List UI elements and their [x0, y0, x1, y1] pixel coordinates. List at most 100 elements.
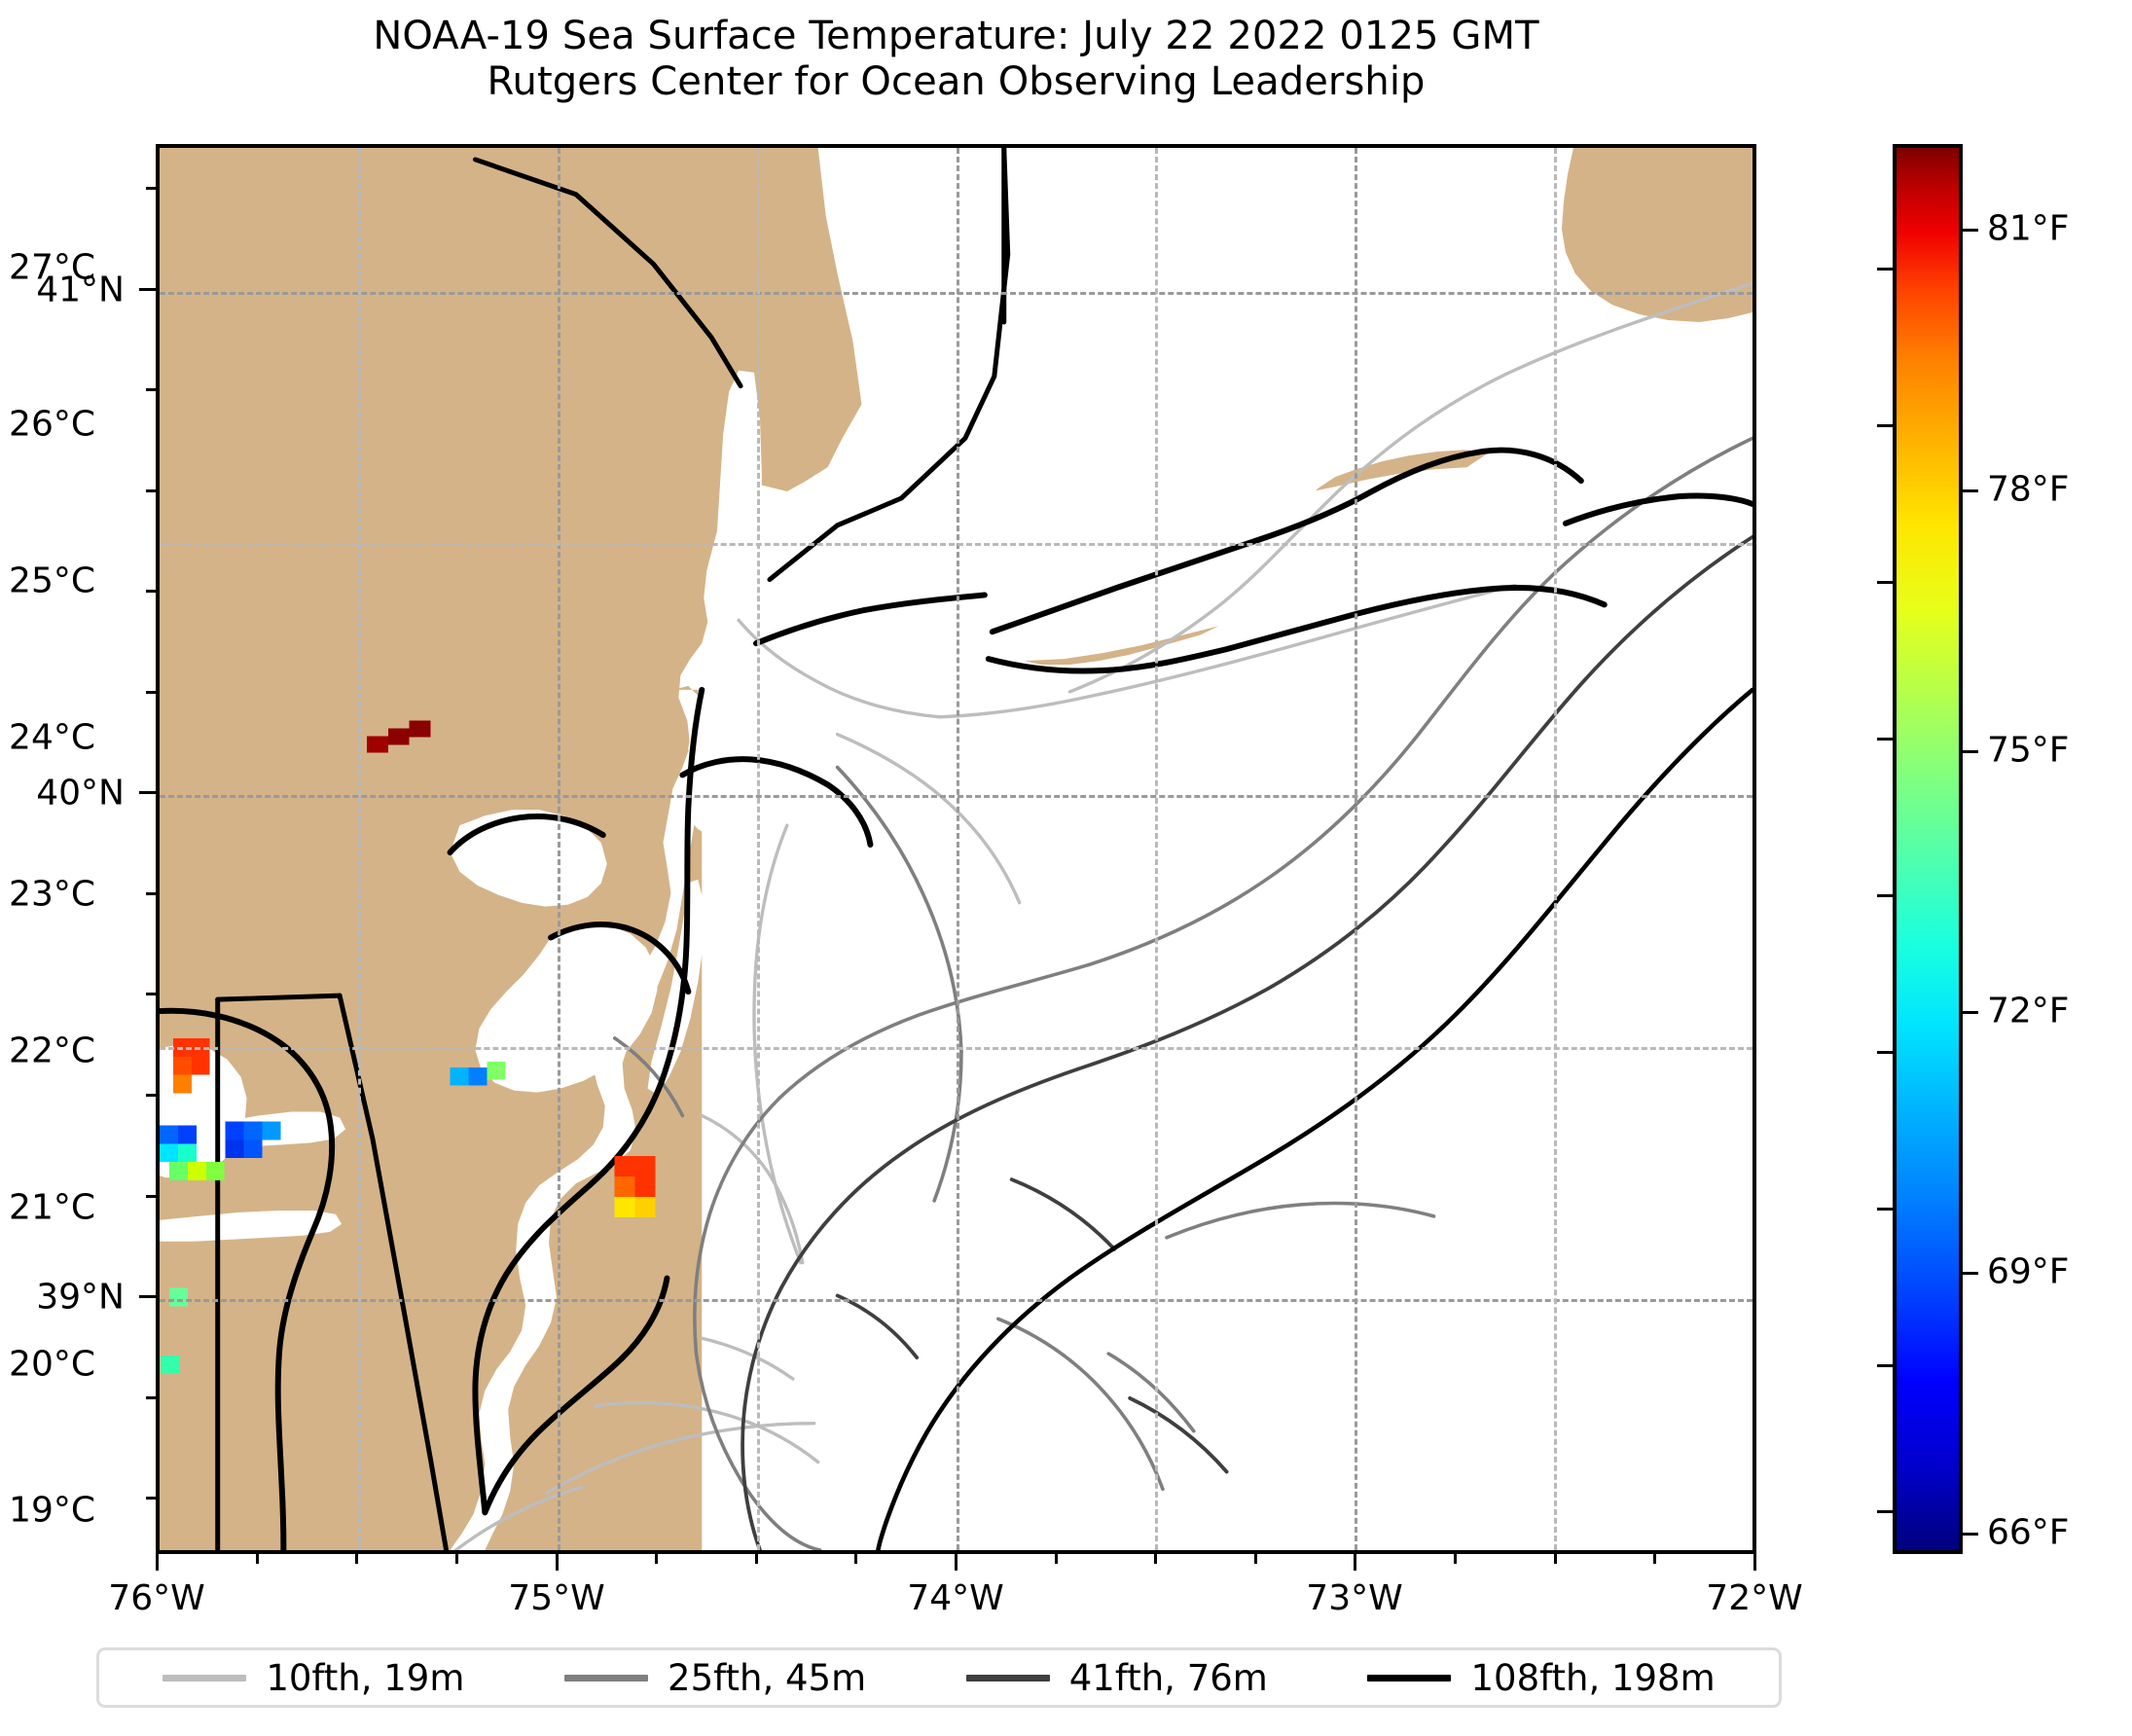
gridline-lon-72-5	[1554, 148, 1557, 1550]
land-ne-corner	[1561, 148, 1753, 323]
legend-item-10fth[interactable]: 10fth, 19m	[163, 1657, 464, 1699]
chart-title: NOAA-19 Sea Surface Temperature: July 22…	[0, 14, 1912, 105]
x-tick-minor-12	[1653, 1554, 1656, 1564]
cb-tick-c-26	[1877, 424, 1893, 427]
x-tick-76w	[156, 1554, 159, 1571]
legend-swatch-108fth	[1367, 1674, 1452, 1682]
legend-item-25fth[interactable]: 25fth, 45m	[564, 1657, 866, 1699]
water-delaware-bay	[475, 923, 658, 1093]
gridline-lat-38-75	[160, 1550, 1753, 1553]
x-tick-label-1: 75°W	[508, 1578, 605, 1618]
cb-label-c-19: 19°C	[9, 1490, 95, 1531]
water-long-island-sound	[757, 467, 1577, 662]
bathymetry-41fth	[741, 534, 1753, 1550]
y-tick-minor-2	[146, 388, 156, 391]
cb-tick-c-27	[1877, 268, 1893, 271]
x-tick-minor-9	[1254, 1554, 1257, 1564]
sst-pixels-delaware-river	[366, 720, 431, 753]
y-tick-label-1: 40°N	[36, 773, 125, 814]
x-tick-73w	[1354, 1554, 1356, 1571]
cb-label-c-24: 24°C	[9, 717, 95, 758]
cb-label-c-25: 25°C	[9, 561, 95, 601]
legend-label-108fth: 108fth, 198m	[1470, 1656, 1716, 1699]
gridline-lon-73-5	[1155, 148, 1158, 1550]
cb-label-f-69: 69°F	[1987, 1251, 2070, 1292]
y-tick-minor-4	[146, 590, 156, 593]
cb-tick-c-20	[1877, 1364, 1893, 1367]
y-tick-minor-8	[146, 1094, 156, 1097]
legend-swatch-25fth	[564, 1674, 649, 1682]
y-tick-39n	[139, 1295, 156, 1298]
y-tick-minor-5	[146, 691, 156, 694]
gridline-lat-39-5	[160, 1047, 1753, 1050]
cb-label-c-22: 22°C	[9, 1031, 95, 1071]
colorbar[interactable]	[1877, 144, 1978, 1554]
y-tick-label-0: 41°N	[36, 270, 125, 310]
x-tick-minor-7	[1055, 1554, 1058, 1564]
cb-label-c-26: 26°C	[9, 404, 95, 445]
cb-tick-c-22	[1877, 1051, 1893, 1054]
cb-tick-c-19	[1877, 1510, 1893, 1513]
legend-item-41fth[interactable]: 41fth, 76m	[965, 1656, 1268, 1699]
legend-swatch-41fth	[965, 1674, 1050, 1682]
title-line-2: Rutgers Center for Ocean Observing Leade…	[487, 59, 1426, 105]
cb-label-f-75: 75°F	[1987, 730, 2070, 771]
y-tick-minor-10	[146, 1396, 156, 1399]
gridline-lat-39	[160, 1299, 1753, 1302]
legend-item-108fth[interactable]: 108fth, 198m	[1367, 1656, 1716, 1699]
cb-tick-c-23	[1877, 894, 1893, 897]
y-tick-label-2: 39°N	[36, 1277, 125, 1318]
x-tick-minor-10	[1454, 1554, 1457, 1564]
y-tick-minor-7	[146, 993, 156, 995]
cb-tick-f-66	[1963, 1533, 1978, 1536]
x-tick-minor-4	[655, 1554, 658, 1564]
legend-swatch-10fth	[163, 1674, 247, 1682]
cb-label-f-72: 72°F	[1987, 991, 2070, 1031]
bathymetry-legend[interactable]: 10fth, 19m 25fth, 45m 41fth, 76m 108fth,…	[96, 1647, 1782, 1708]
water-delaware-river	[450, 810, 607, 907]
cb-label-c-21: 21°C	[9, 1187, 95, 1228]
bathymetry-25fth	[612, 436, 1753, 1550]
coastline	[160, 447, 1753, 1550]
gridline-lat-40	[160, 795, 1753, 798]
y-tick-41n	[139, 288, 156, 291]
land-nj-peninsula	[485, 685, 708, 1550]
water-chesapeake-tributary-2	[160, 1210, 343, 1242]
map-geometry	[160, 148, 1753, 1550]
cb-tick-f-72	[1963, 1011, 1978, 1014]
x-tick-label-4: 72°W	[1706, 1578, 1803, 1618]
gridline-lat-40-5	[160, 543, 1753, 546]
x-tick-minor-5	[755, 1554, 758, 1564]
legend-label-25fth: 25fth, 45m	[668, 1656, 867, 1699]
cb-tick-c-25	[1877, 581, 1893, 584]
y-tick-minor-1	[146, 187, 156, 190]
sst-pixels-delaware-bay	[614, 1156, 656, 1217]
water-barnegat-bay	[647, 879, 705, 1095]
cb-tick-c-24	[1877, 738, 1893, 741]
cb-tick-f-81	[1963, 229, 1978, 232]
legend-label-41fth: 41fth, 76m	[1068, 1656, 1268, 1699]
cb-label-c-27: 27°C	[9, 247, 95, 288]
x-tick-label-3: 73°W	[1306, 1578, 1403, 1618]
gridline-lon-75	[558, 148, 560, 1550]
cb-tick-f-69	[1963, 1272, 1978, 1275]
cb-label-f-81: 81°F	[1987, 208, 2070, 249]
water-hudson-river	[688, 370, 762, 778]
title-line-1: NOAA-19 Sea Surface Temperature: July 22…	[373, 14, 1539, 58]
bathymetry-10fth	[453, 281, 1753, 1550]
cb-tick-f-78	[1963, 489, 1978, 492]
gridline-lon-74-5	[757, 148, 760, 1550]
x-tick-minor-8	[1154, 1554, 1157, 1564]
y-tick-minor-6	[146, 892, 156, 895]
y-tick-40n	[139, 791, 156, 794]
x-tick-minor-3	[455, 1554, 458, 1564]
map-plot-area[interactable]	[156, 144, 1756, 1554]
x-tick-minor-6	[854, 1554, 857, 1564]
cb-label-f-78: 78°F	[1987, 469, 2070, 510]
x-tick-minor-2	[355, 1554, 358, 1564]
cb-tick-c-21	[1877, 1208, 1893, 1211]
x-tick-minor-1	[256, 1554, 259, 1564]
gridline-lon-75-5	[358, 148, 361, 1550]
cb-tick-f-75	[1963, 750, 1978, 753]
legend-label-10fth: 10fth, 19m	[266, 1656, 465, 1699]
